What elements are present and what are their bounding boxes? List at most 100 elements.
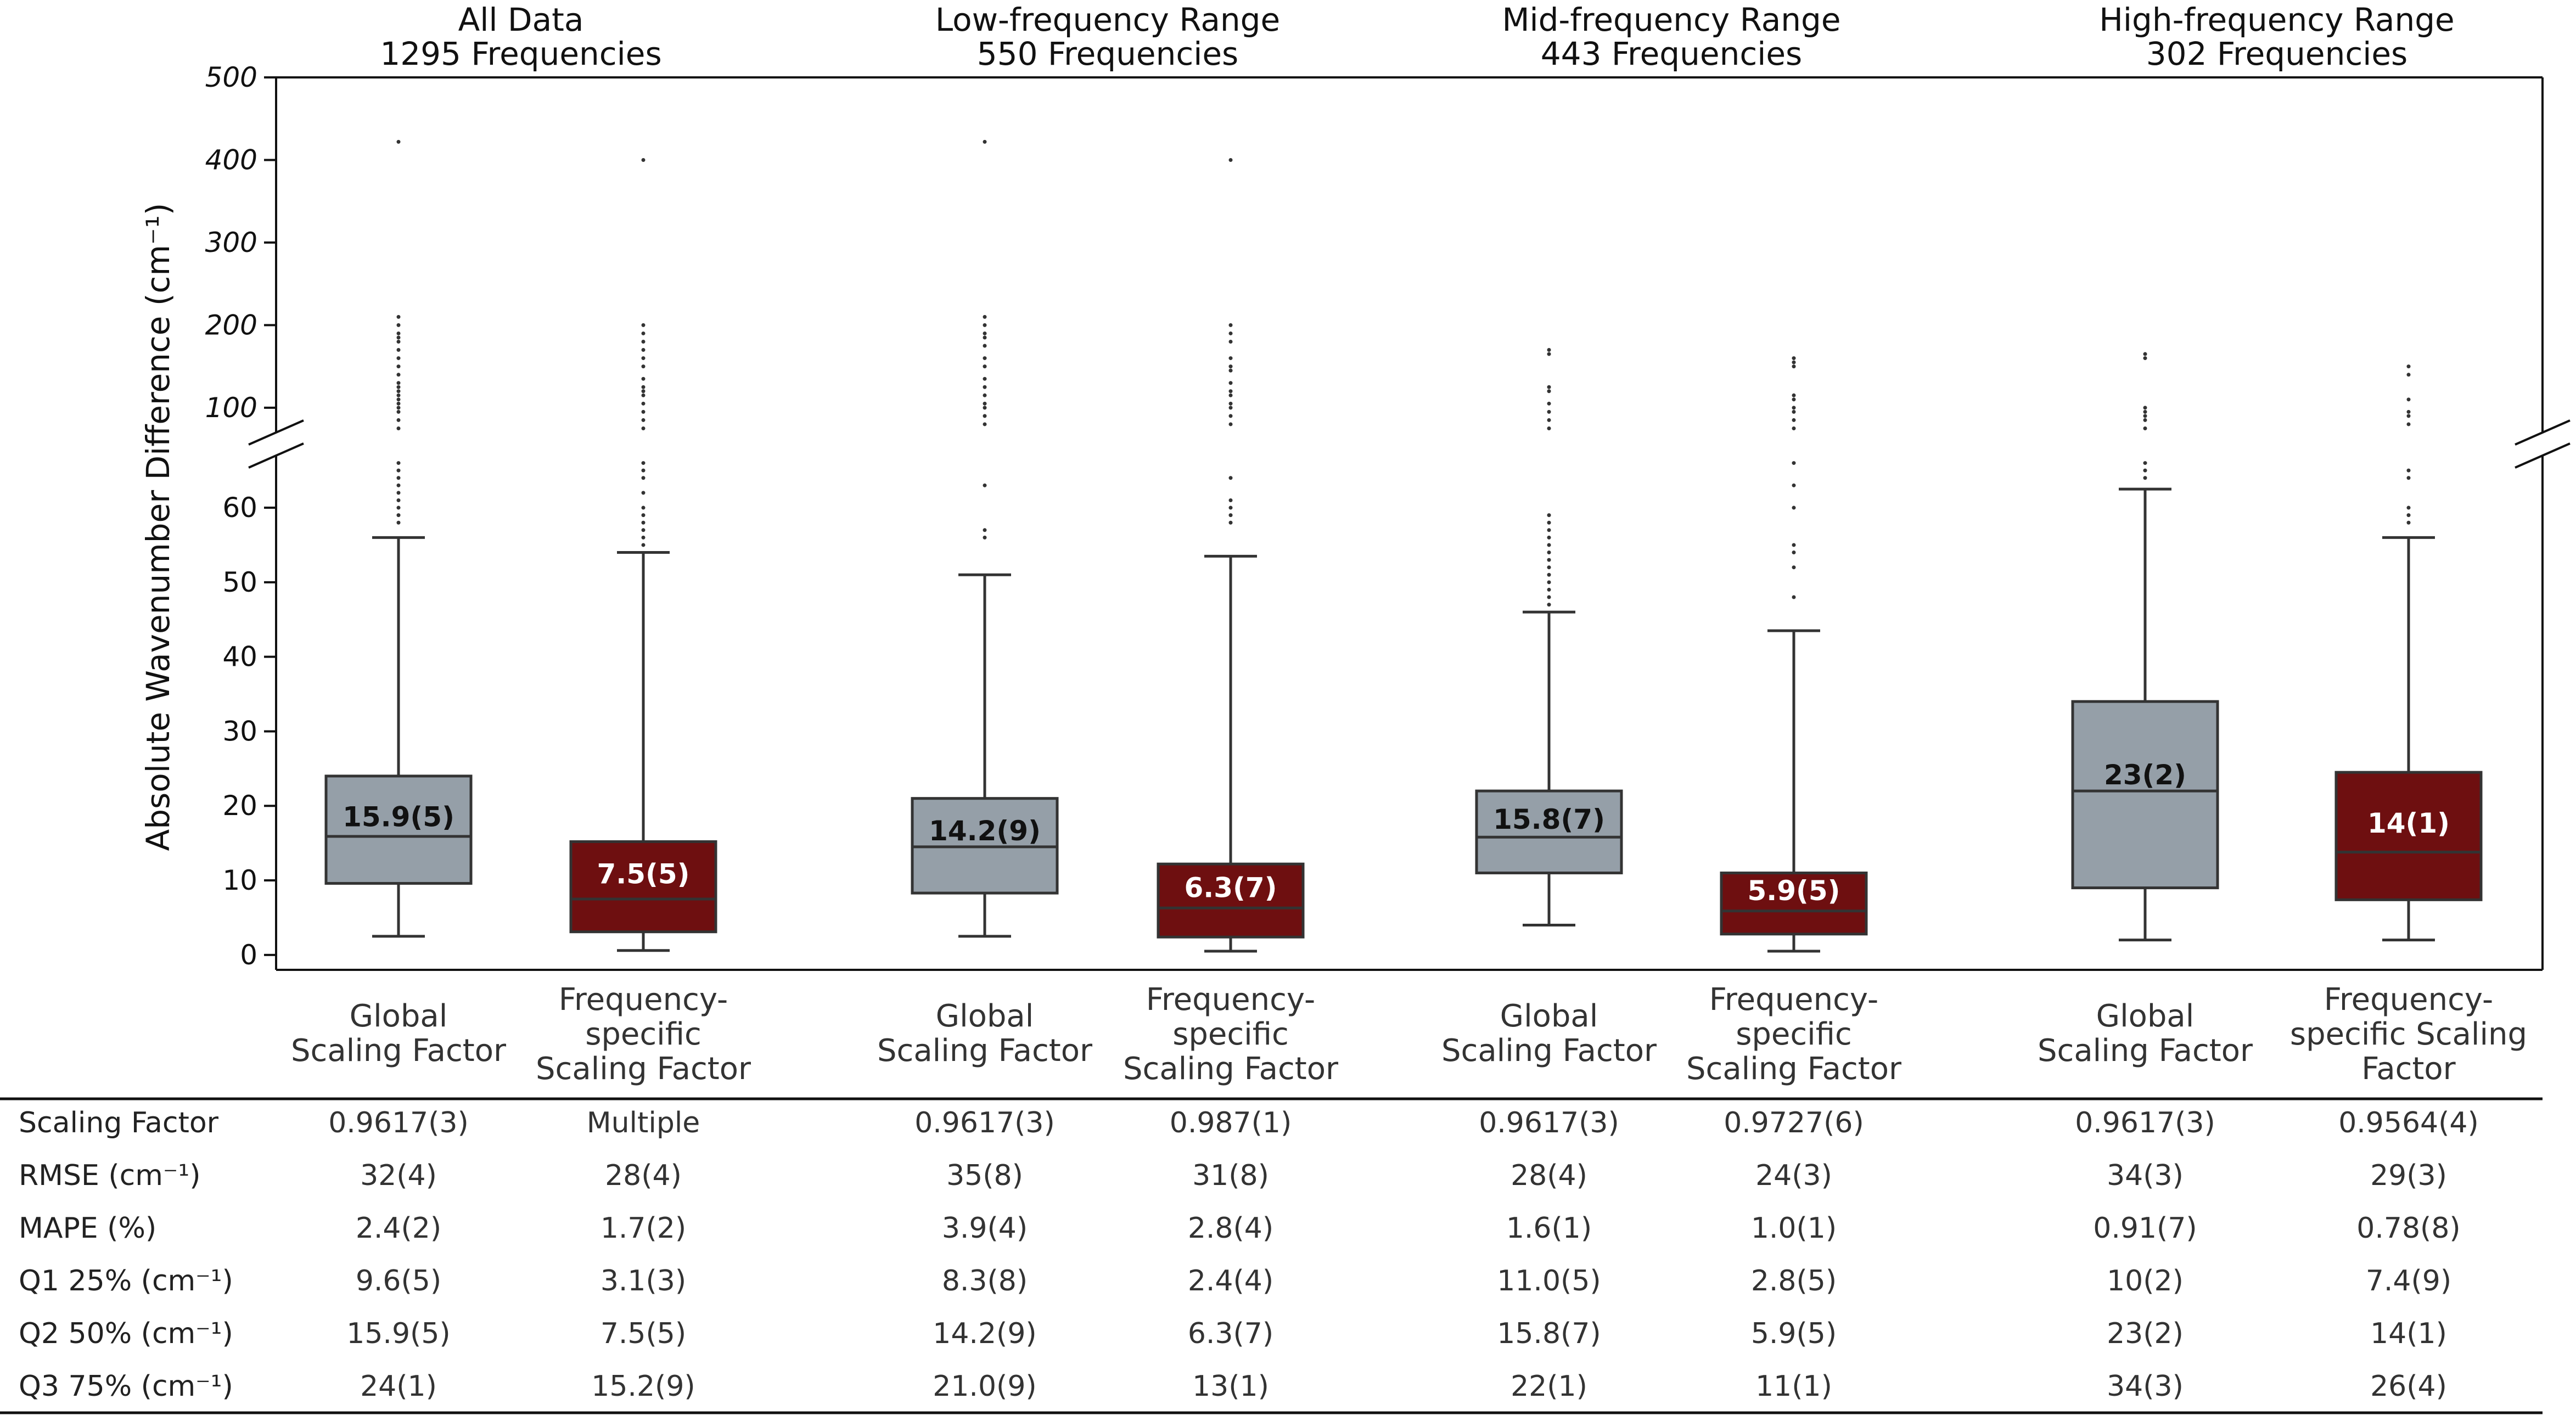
iqr-box [1475,789,1623,874]
outlier-point [1792,565,1796,570]
table-cell: 28(4) [1511,1159,1587,1192]
table-cell: 1.7(2) [600,1212,686,1245]
outlier-point [1792,356,1796,361]
outlier-point [396,323,401,327]
table-cell: 2.8(4) [1188,1212,1273,1245]
box-label-line: Global [1500,998,1598,1034]
group-title: Low-frequency Range [935,1,1280,38]
iqr-box [1720,871,1868,936]
y-tick-label: 400 [205,144,257,176]
iqr-box [569,840,717,934]
table-cell: 2.4(4) [1188,1265,1273,1298]
table-row-header: MAPE (%) [19,1212,156,1245]
box-label-line: Scaling Factor [1123,1051,1339,1087]
group-title: All Data [458,1,584,38]
box-label-line: Global [936,998,1034,1034]
table-cell: 24(3) [1755,1159,1832,1192]
box-label-line: Scaling Factor [1441,1033,1657,1069]
outlier-point [396,513,401,518]
box-label-line: Global [2096,998,2195,1034]
outlier-point [1228,368,1233,373]
table-cell: 9.6(5) [356,1265,441,1298]
y-tick-label: 300 [205,227,257,259]
box-global: 15.8(7) [1475,348,1623,927]
outlier-point [1547,572,1551,577]
outlier-point [1792,483,1796,487]
outlier-point [2406,422,2411,426]
outlier-point [1792,426,1796,430]
outlier-point [396,393,401,397]
outlier-point [1228,401,1233,406]
table-cell: 3.1(3) [600,1265,686,1298]
outlier-point [1547,348,1551,352]
outlier-point [1228,498,1233,502]
outlier-point [641,409,646,414]
table-cell: 0.78(8) [2356,1212,2460,1245]
outlier-point [2143,409,2147,414]
table-cell: 21.0(9) [933,1370,1036,1403]
outlier-point [396,409,401,414]
y-axis: 100 200 300 400 500 0 10 20 30 40 50 60 [205,61,276,971]
outlier-point [1228,381,1233,385]
outlier-point [396,483,401,487]
outlier-point [983,331,987,335]
outlier-point [396,406,401,410]
outlier-point [2143,414,2147,418]
table-row-header: Scaling Factor [19,1107,219,1139]
table-cell: 22(1) [1511,1370,1587,1403]
outlier-point [641,393,646,397]
table-cell: 35(8) [946,1159,1023,1192]
table-cell: 0.9564(4) [2338,1107,2479,1139]
table-cell: 7.4(9) [2366,1265,2451,1298]
outlier-point [396,139,401,144]
box-label-line: Frequency- [559,982,728,1018]
y-tick-label: 20 [222,790,257,822]
table-cell: 13(1) [1192,1370,1269,1403]
outlier-point [1547,580,1551,585]
outlier-point [1792,506,1796,510]
outlier-point [983,335,987,340]
table-cell: 15.9(5) [346,1317,450,1350]
outlier-point [983,483,987,487]
outlier-point [2406,409,2411,414]
outlier-point [396,381,401,385]
y-tick-label: 500 [205,61,257,93]
axis-break-mark [2515,442,2571,469]
outlier-point [396,520,401,525]
outlier-point [2406,373,2411,377]
outlier-point [396,498,401,502]
table-cell: 0.987(1) [1170,1107,1292,1139]
outlier-point [1228,339,1233,344]
outlier-point [983,364,987,369]
outlier-point [396,331,401,335]
outlier-point [641,535,646,540]
y-tick-label: 40 [222,641,257,673]
table-cell: 31(8) [1192,1159,1269,1192]
outlier-point [1547,551,1551,555]
table-cell: 2.4(2) [356,1212,441,1245]
outlier-point [1228,356,1233,361]
outlier-point [641,323,646,327]
outlier-point [1792,397,1796,402]
outlier-point [641,543,646,547]
outlier-point [1792,409,1796,414]
median-label: 5.9(5) [1747,875,1840,907]
outlier-point [396,314,401,319]
outlier-point [2143,426,2147,430]
table-cell: 0.9617(3) [1479,1107,1619,1139]
iqr-box [1157,862,1305,939]
outlier-point [641,158,646,162]
group-subtitle: 443 Frequencies [1541,35,1802,72]
outlier-point [641,468,646,473]
outlier-point [983,406,987,410]
median-label: 6.3(7) [1184,872,1277,904]
y-axis-label: Absolute Wavenumber Difference (cm⁻¹) [139,203,177,851]
box-label-line: Scaling Factor [877,1033,1093,1069]
y-tick-label: 10 [222,864,257,896]
outlier-point [641,426,646,430]
outlier-point [1547,513,1551,518]
outlier-point [1547,401,1551,406]
iqr-box [324,774,473,885]
box-specific: 7.5(5) [569,158,717,952]
